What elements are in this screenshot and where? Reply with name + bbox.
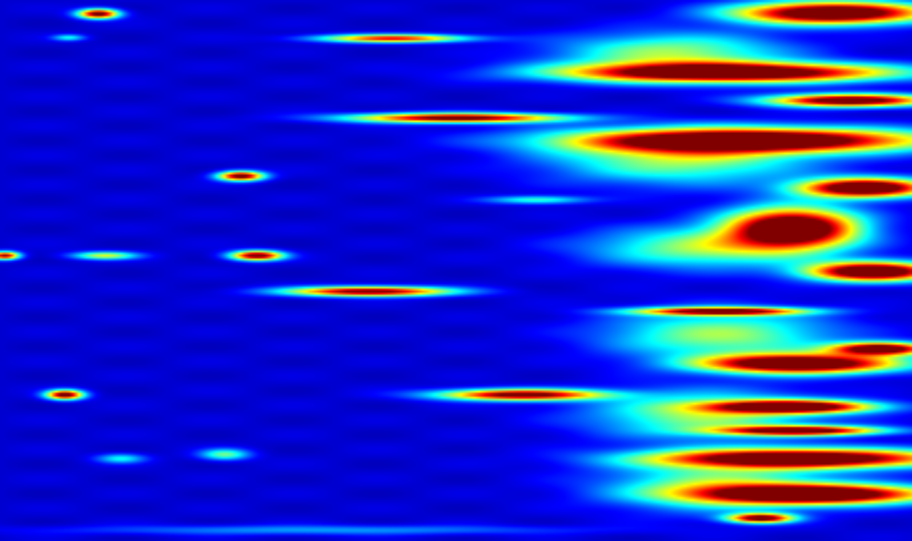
heatmap-canvas xyxy=(0,0,912,541)
